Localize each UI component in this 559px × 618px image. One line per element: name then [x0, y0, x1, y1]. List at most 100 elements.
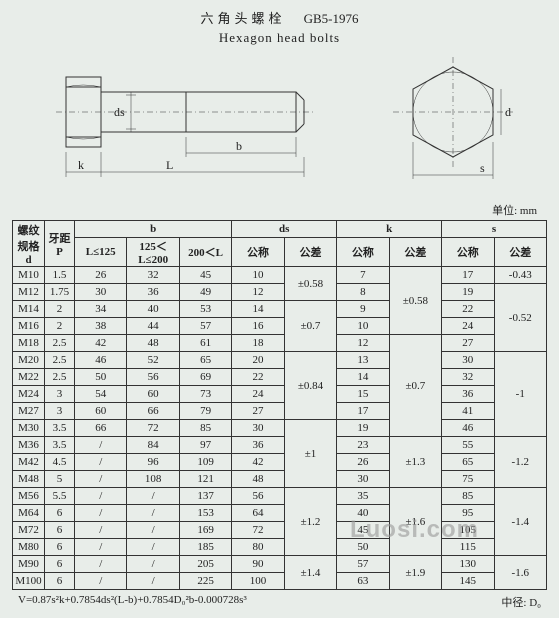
cell-b2: 60 — [127, 386, 179, 403]
table-row: M182.54248611812±0.727 — [13, 335, 547, 352]
cell-s-n: 17 — [442, 267, 494, 284]
title-std: GB5-1976 — [304, 11, 359, 27]
cell-d: M27 — [13, 403, 45, 420]
cell-s-n: 75 — [442, 471, 494, 488]
cell-d: M12 — [13, 284, 45, 301]
cell-b3: 97 — [179, 437, 231, 454]
cell-s-n: 27 — [442, 335, 494, 352]
cell-s-n: 22 — [442, 301, 494, 318]
cell-p: 1.75 — [45, 284, 75, 301]
cell-s-n: 30 — [442, 352, 494, 369]
cell-b1: 26 — [75, 267, 127, 284]
cell-s-tol: -1 — [494, 352, 547, 437]
cell-ds_n: 48 — [232, 471, 284, 488]
cell-ds_n: 16 — [232, 318, 284, 335]
cell-s-tol: -0.52 — [494, 284, 547, 352]
cell-d: M56 — [13, 488, 45, 505]
formula-right: 中径: D₀ — [501, 594, 541, 610]
svg-text:ds: ds — [114, 105, 125, 119]
cell-p: 1.5 — [45, 267, 75, 284]
cell-ds_n: 14 — [232, 301, 284, 318]
cell-b1: 46 — [75, 352, 127, 369]
cell-k-tol: ±0.58 — [389, 267, 441, 335]
cell-b2: 48 — [127, 335, 179, 352]
cell-b3: 109 — [179, 454, 231, 471]
diagrams: ds b L k d — [12, 52, 547, 192]
cell-d: M20 — [13, 352, 45, 369]
th-s: s — [442, 221, 547, 238]
cell-b2: / — [127, 556, 179, 573]
cell-b2: 66 — [127, 403, 179, 420]
table-row: M222.5505669221432 — [13, 369, 547, 386]
table-row: M273606679271741 — [13, 403, 547, 420]
cell-k-n: 35 — [337, 488, 389, 505]
cell-p: 2.5 — [45, 369, 75, 386]
cell-b2: 52 — [127, 352, 179, 369]
cell-b3: 225 — [179, 573, 231, 590]
cell-b2: / — [127, 488, 179, 505]
cell-b3: 49 — [179, 284, 231, 301]
th-k-nom: 公称 — [337, 238, 389, 267]
cell-b3: 57 — [179, 318, 231, 335]
cell-k-n: 14 — [337, 369, 389, 386]
cell-k-n: 12 — [337, 335, 389, 352]
cell-k-n: 26 — [337, 454, 389, 471]
cell-s-n: 46 — [442, 420, 494, 437]
table-row: M14234405314±0.7922 — [13, 301, 547, 318]
svg-text:L: L — [166, 158, 173, 172]
formula-row: V=0.87s²k+0.7854ds²(L-b)+0.7854D₀²b-0.00… — [12, 594, 547, 610]
cell-b2: 84 — [127, 437, 179, 454]
cell-p: 6 — [45, 505, 75, 522]
cell-ds_n: 36 — [232, 437, 284, 454]
cell-ds_n: 18 — [232, 335, 284, 352]
cell-b3: 73 — [179, 386, 231, 403]
unit-label: 单位: mm — [12, 202, 547, 218]
table-row: M303.566728530±11946 — [13, 420, 547, 437]
cell-d: M22 — [13, 369, 45, 386]
cell-b1: / — [75, 488, 127, 505]
title-cn: 六角头螺栓 — [201, 11, 286, 26]
cell-ds-tol: ±0.7 — [284, 301, 336, 352]
cell-d: M18 — [13, 335, 45, 352]
cell-s-tol: -0.43 — [494, 267, 547, 284]
table-row: M202.546526520±0.841330-1 — [13, 352, 547, 369]
cell-ds_n: 20 — [232, 352, 284, 369]
cell-b2: 40 — [127, 301, 179, 318]
title-en: Hexagon head bolts — [12, 30, 547, 46]
cell-k-n: 8 — [337, 284, 389, 301]
cell-b3: 121 — [179, 471, 231, 488]
cell-ds_n: 80 — [232, 539, 284, 556]
cell-b2: 44 — [127, 318, 179, 335]
cell-b3: 45 — [179, 267, 231, 284]
cell-d: M16 — [13, 318, 45, 335]
cell-d: M100 — [13, 573, 45, 590]
cell-p: 4.5 — [45, 454, 75, 471]
table-row: M363.5/84973623±1.355-1.2 — [13, 437, 547, 454]
cell-p: 5.5 — [45, 488, 75, 505]
cell-k-n: 10 — [337, 318, 389, 335]
bolt-end-view: d s — [383, 57, 523, 187]
cell-d: M24 — [13, 386, 45, 403]
cell-b2: / — [127, 573, 179, 590]
svg-text:s: s — [480, 161, 485, 175]
cell-d: M42 — [13, 454, 45, 471]
cell-ds_n: 24 — [232, 386, 284, 403]
cell-p: 2.5 — [45, 335, 75, 352]
cell-b3: 79 — [179, 403, 231, 420]
cell-s-n: 32 — [442, 369, 494, 386]
table-row: M1006//22510063145 — [13, 573, 547, 590]
cell-b2: / — [127, 522, 179, 539]
cell-ds_n: 56 — [232, 488, 284, 505]
title-block: 六角头螺栓 GB5-1976 Hexagon head bolts — [12, 8, 547, 46]
cell-d: M10 — [13, 267, 45, 284]
cell-b1: 34 — [75, 301, 127, 318]
cell-p: 3 — [45, 403, 75, 420]
cell-b2: 32 — [127, 267, 179, 284]
cell-ds-tol: ±1 — [284, 420, 336, 488]
cell-k-n: 9 — [337, 301, 389, 318]
cell-ds_n: 90 — [232, 556, 284, 573]
cell-k-n: 23 — [337, 437, 389, 454]
cell-ds-tol: ±0.84 — [284, 352, 336, 420]
cell-k-tol: ±1.9 — [389, 556, 441, 590]
th-b1: L≤125 — [75, 238, 127, 267]
